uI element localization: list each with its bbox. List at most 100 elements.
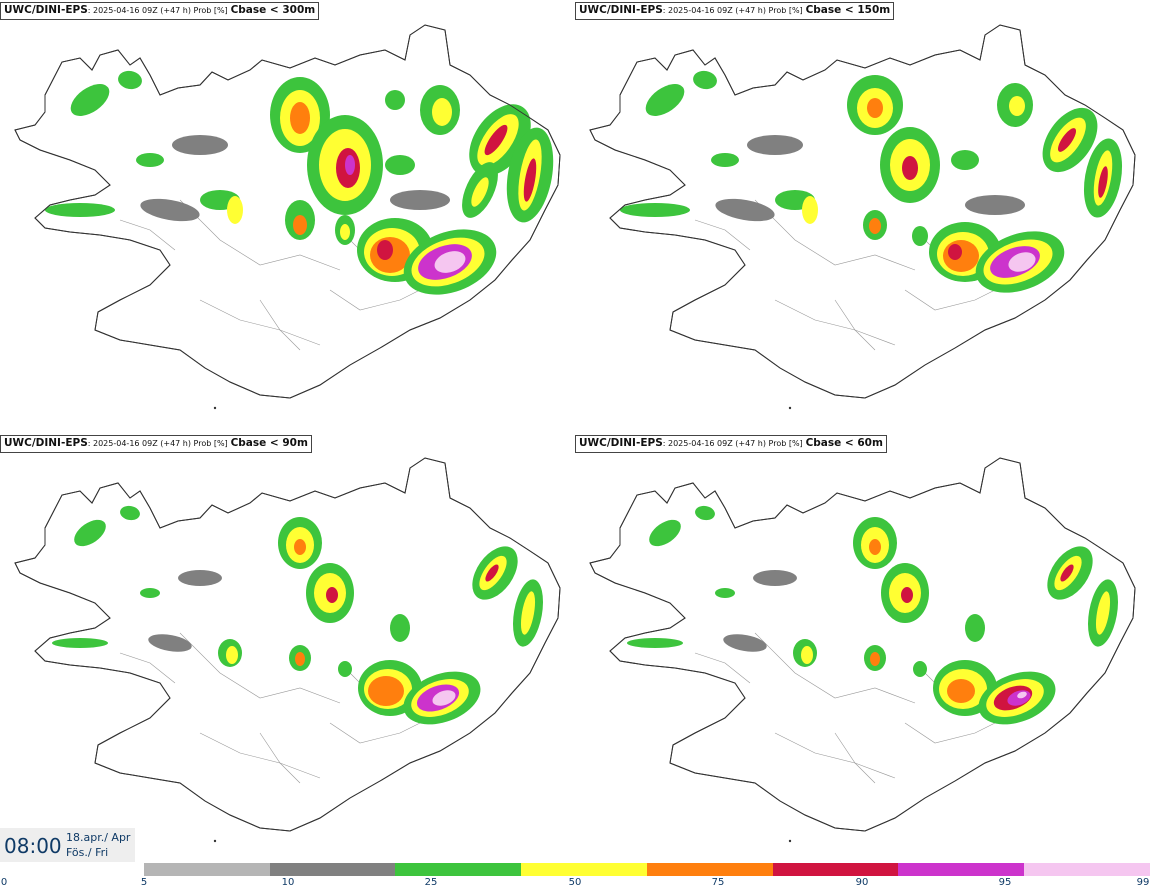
probability-area	[432, 98, 452, 126]
probability-area	[912, 226, 928, 246]
probability-area	[951, 150, 979, 170]
iceland-coastline-overlay	[14, 457, 561, 832]
probability-area	[432, 690, 456, 706]
internal-boundary	[774, 732, 896, 779]
valid-date: 18.apr./ Apr	[66, 831, 131, 844]
variable-label: Cbase < 90m	[230, 437, 308, 449]
probability-area	[52, 638, 108, 648]
probability-area	[148, 634, 192, 652]
iceland-probability-map	[14, 457, 561, 843]
probability-area	[1017, 691, 1027, 699]
color-legend	[144, 863, 1150, 876]
island-marker	[788, 406, 792, 410]
variable-label: Cbase < 60m	[805, 437, 883, 449]
probability-area	[523, 158, 537, 202]
panel-title: UWC/DINI-EPS: 2025-04-16 09Z (+47 h) Pro…	[0, 435, 312, 453]
probability-area	[695, 505, 715, 521]
probability-area	[947, 679, 975, 703]
probability-area	[338, 661, 352, 677]
probability-area	[385, 155, 415, 175]
probability-area	[294, 539, 306, 555]
run-info: : 2025-04-16 09Z (+47 h) Prob [%]	[662, 439, 803, 448]
probability-area	[913, 661, 927, 677]
probability-area	[120, 505, 140, 521]
probability-area	[485, 564, 499, 582]
internal-boundary	[834, 299, 876, 351]
probability-area	[295, 652, 305, 666]
probability-area	[715, 198, 775, 222]
probability-area	[645, 84, 685, 116]
probability-area	[693, 70, 717, 90]
internal-boundary	[754, 199, 916, 271]
probability-area	[867, 98, 883, 118]
map-panel-cbase-90: UWC/DINI-EPS: 2025-04-16 09Z (+47 h) Pro…	[0, 433, 575, 863]
legend-tick-label: 0	[0, 877, 8, 888]
internal-boundary	[259, 299, 301, 351]
legend-swatch	[1024, 863, 1150, 876]
internal-boundary	[259, 732, 301, 784]
legend-tick-label: 90	[855, 877, 869, 888]
legend-swatch	[395, 863, 522, 876]
legend-tick-label: 10	[281, 877, 295, 888]
internal-boundary	[179, 632, 341, 704]
probability-area	[723, 634, 767, 652]
legend-swatch	[772, 863, 899, 876]
probability-area	[1057, 128, 1077, 152]
iceland-coastline-overlay	[14, 24, 561, 399]
probability-area	[385, 90, 405, 110]
legend-tick-label: 75	[711, 877, 725, 888]
probability-area	[45, 203, 115, 217]
variable-label: Cbase < 150m	[805, 4, 891, 16]
probability-area	[620, 203, 690, 217]
probability-area	[293, 215, 307, 235]
probability-area	[715, 588, 735, 598]
probability-area	[368, 676, 404, 706]
probability-area	[802, 196, 818, 224]
legend-tick-label: 95	[998, 877, 1012, 888]
map-panel-cbase-150: UWC/DINI-EPS: 2025-04-16 09Z (+47 h) Pro…	[575, 0, 1150, 430]
probability-area	[870, 652, 880, 666]
valid-time: 08:00	[4, 834, 62, 858]
model-name: UWC/DINI-EPS	[579, 437, 663, 449]
internal-boundary	[199, 732, 321, 779]
probability-area	[471, 177, 489, 207]
probability-area	[484, 124, 508, 156]
panel-title: UWC/DINI-EPS: 2025-04-16 09Z (+47 h) Pro…	[575, 2, 895, 20]
probability-area	[136, 153, 164, 167]
probability-area	[1008, 252, 1036, 272]
internal-boundary	[199, 299, 321, 346]
internal-boundary	[774, 299, 896, 346]
valid-weekday: Fös./ Fri	[66, 846, 109, 859]
probability-area	[178, 570, 222, 586]
probability-area	[70, 84, 110, 116]
probability-area	[948, 244, 962, 260]
probability-area	[902, 156, 918, 180]
legend-swatch	[269, 863, 396, 876]
run-info: : 2025-04-16 09Z (+47 h) Prob [%]	[87, 439, 228, 448]
legend-swatch	[646, 863, 773, 876]
island-marker	[213, 839, 217, 843]
model-name: UWC/DINI-EPS	[4, 437, 88, 449]
probability-area	[965, 614, 985, 642]
legend-swatch	[144, 863, 270, 876]
iceland-probability-map	[14, 24, 561, 410]
legend-swatch	[521, 863, 647, 876]
iceland-coastline-overlay	[589, 457, 1136, 832]
panel-title: UWC/DINI-EPS: 2025-04-16 09Z (+47 h) Pro…	[0, 2, 320, 20]
probability-area	[390, 190, 450, 210]
probability-area	[520, 591, 536, 635]
map-panel-cbase-300: UWC/DINI-EPS: 2025-04-16 09Z (+47 h) Pro…	[0, 0, 575, 430]
variable-label: Cbase < 300m	[230, 4, 316, 16]
model-name: UWC/DINI-EPS	[579, 4, 663, 16]
internal-boundary	[179, 199, 341, 271]
probability-area	[711, 153, 739, 167]
probability-area	[1060, 564, 1074, 582]
internal-boundary	[694, 652, 751, 684]
island-marker	[788, 839, 792, 843]
probability-area	[172, 135, 228, 155]
probability-area	[901, 587, 913, 603]
probability-area	[965, 195, 1025, 215]
valid-time-box: 08:00 18.apr./ Apr Fös./ Fri	[0, 828, 135, 862]
internal-boundary	[119, 219, 176, 251]
model-name: UWC/DINI-EPS	[4, 4, 88, 16]
